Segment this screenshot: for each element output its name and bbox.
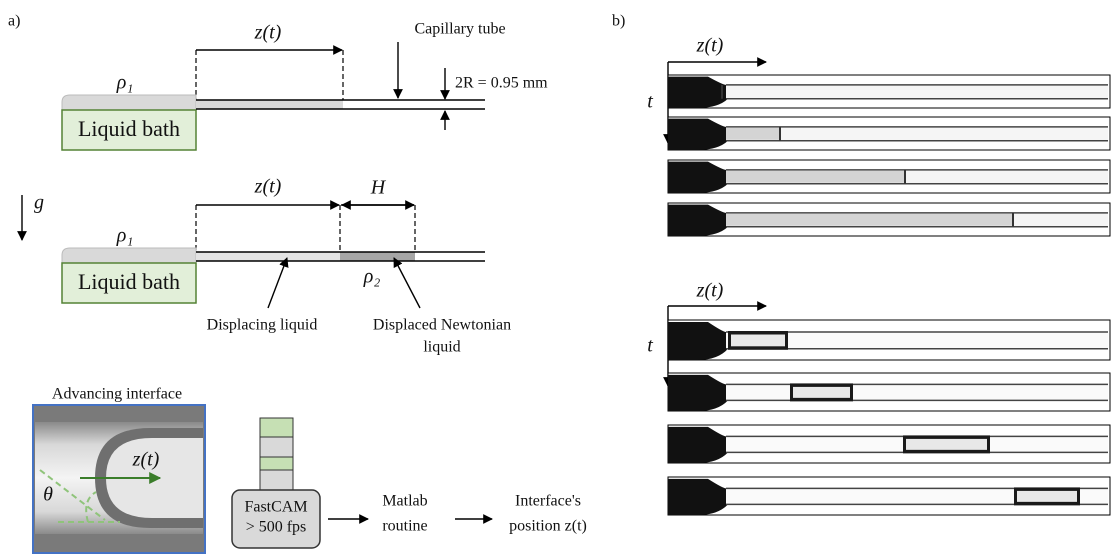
tube-body bbox=[726, 126, 1108, 141]
camera-lens bbox=[259, 436, 294, 458]
displaced-liquid bbox=[340, 252, 415, 261]
axis-label: t bbox=[647, 91, 653, 113]
inset-frame bbox=[32, 404, 206, 554]
output-label: position z(t) bbox=[509, 518, 587, 535]
axis-label: z(t) bbox=[696, 35, 724, 57]
panel-label: b) bbox=[612, 13, 625, 30]
z-label: z(t) bbox=[254, 22, 282, 44]
inset-title: Advancing interface bbox=[52, 386, 182, 403]
axis-label: t bbox=[647, 335, 653, 357]
snapshot-strips bbox=[667, 74, 1111, 516]
bath-blob bbox=[668, 161, 728, 193]
camera-label: > 500 fps bbox=[246, 519, 307, 536]
segment-core bbox=[731, 334, 785, 347]
filled-region bbox=[726, 170, 905, 183]
displaced-label: Displaced Newtonian bbox=[373, 317, 511, 334]
filled-region bbox=[726, 213, 1013, 226]
bath-blob bbox=[668, 426, 728, 463]
axis-label: z(t) bbox=[696, 280, 724, 302]
bath-surface bbox=[61, 247, 197, 264]
displacing-liquid bbox=[196, 252, 340, 261]
bath-blob bbox=[668, 76, 728, 108]
bath-blob bbox=[668, 478, 728, 515]
bath-blob bbox=[668, 118, 728, 150]
routine-label: Matlab bbox=[382, 493, 427, 510]
bath-blob bbox=[668, 322, 728, 360]
camera-lens bbox=[259, 456, 294, 471]
rho-label: ρ₁ bbox=[116, 225, 134, 247]
output-label: Interface's bbox=[515, 493, 581, 510]
gravity-label: g bbox=[34, 192, 44, 214]
tube-body bbox=[726, 384, 1108, 401]
filled-liquid bbox=[196, 100, 343, 109]
bath-label: Liquid bath bbox=[78, 269, 180, 294]
camera-body bbox=[231, 489, 321, 549]
segment-core bbox=[793, 386, 850, 398]
rho-label: ρ₂ bbox=[363, 266, 381, 288]
segment-core bbox=[1017, 490, 1077, 502]
inset-angle-label: θ bbox=[43, 484, 53, 506]
bath-blob bbox=[668, 374, 728, 411]
bath-label: Liquid bath bbox=[78, 116, 180, 141]
segment-core bbox=[906, 438, 987, 450]
tube-label: Capillary tube bbox=[414, 21, 505, 38]
bath-box bbox=[61, 109, 197, 151]
inset-z-label: z(t) bbox=[132, 449, 160, 471]
panel-label: a) bbox=[8, 13, 20, 30]
rho-label: ρ₁ bbox=[116, 72, 134, 94]
camera-lens bbox=[259, 417, 294, 438]
diameter-label: 2R = 0.95 mm bbox=[455, 75, 548, 92]
filled-region bbox=[726, 127, 780, 140]
inset-angle-guides bbox=[39, 469, 120, 523]
displacing-label: Displacing liquid bbox=[207, 317, 318, 334]
h-label: H bbox=[370, 177, 387, 199]
tube-body bbox=[726, 488, 1108, 505]
displaced-label: liquid bbox=[423, 339, 460, 356]
bath-surface bbox=[61, 94, 197, 111]
camera-label: FastCAM bbox=[244, 499, 307, 516]
tube-body bbox=[726, 84, 1108, 99]
camera-lens bbox=[259, 469, 294, 491]
pointer-arrow bbox=[393, 257, 421, 309]
bath-box bbox=[61, 262, 197, 304]
routine-label: routine bbox=[382, 518, 427, 535]
tube-body bbox=[726, 332, 1108, 349]
bath-blob bbox=[668, 204, 728, 236]
z-label: z(t) bbox=[254, 176, 282, 198]
pointer-arrow bbox=[267, 257, 289, 309]
